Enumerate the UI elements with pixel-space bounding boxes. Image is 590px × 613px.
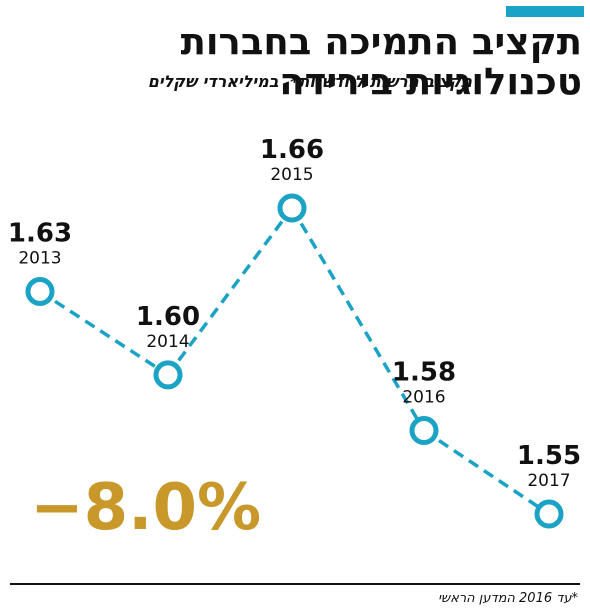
value-label-2014: 1.60 [136, 302, 200, 332]
data-point-2013 [25, 276, 55, 306]
year-label-2013: 2013 [18, 248, 61, 268]
value-label-2013: 1.63 [8, 218, 72, 248]
data-point-2014 [153, 360, 183, 390]
series-line-segment-2013-2014 [39, 289, 169, 377]
change-percentage: −8.0% [30, 471, 262, 545]
data-point-2016 [409, 416, 439, 446]
series-line-segment-2015-2016 [290, 207, 426, 432]
accent-bar [506, 6, 584, 17]
data-point-2017 [534, 499, 564, 529]
year-label-2015: 2015 [270, 165, 313, 185]
value-label-2015: 1.66 [260, 135, 324, 165]
year-label-2014: 2014 [146, 332, 189, 352]
series-marker-group [25, 193, 564, 529]
year-label-2017: 2017 [527, 471, 570, 491]
data-point-2015 [277, 193, 307, 223]
footer-divider [10, 583, 580, 585]
series-line-segment-2016-2017 [423, 429, 550, 516]
value-label-2016: 1.58 [392, 358, 456, 388]
year-label-2016: 2016 [402, 388, 445, 408]
chart-title: תקציב התמיכה בחברות טכנולוגיות בירידה [180, 20, 582, 103]
value-label-2017: 1.55 [517, 441, 581, 471]
chart-subtitle: תקציב הרשות לחדשנות*, במיליארדי שקלים [147, 72, 472, 91]
footnote: *עד 2016 המדען הראשי [438, 591, 578, 606]
series-line-group [39, 206, 550, 516]
